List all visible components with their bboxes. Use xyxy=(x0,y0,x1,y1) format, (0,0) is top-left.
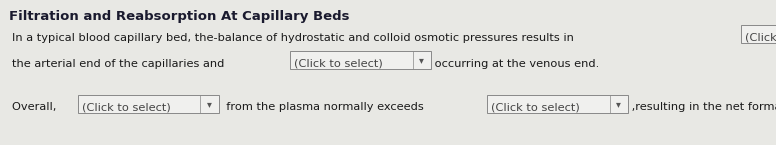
Bar xyxy=(78,95,219,113)
Bar xyxy=(290,51,431,69)
Text: Filtration and Reabsorption At Capillary Beds: Filtration and Reabsorption At Capillary… xyxy=(9,10,350,23)
Bar xyxy=(741,25,776,43)
Text: ,resulting in the net formation of tissue fluid.: ,resulting in the net formation of tissu… xyxy=(628,102,776,112)
Text: the arterial end of the capillaries and: the arterial end of the capillaries and xyxy=(12,59,227,69)
Bar xyxy=(487,95,628,113)
Text: ▾: ▾ xyxy=(616,99,621,109)
Text: (Click to select): (Click to select) xyxy=(745,33,776,43)
Text: (Click to select): (Click to select) xyxy=(82,102,171,112)
Text: occurring at the venous end.: occurring at the venous end. xyxy=(431,59,599,69)
Text: from the plasma normally exceeds: from the plasma normally exceeds xyxy=(219,102,427,112)
Text: Overall,: Overall, xyxy=(12,102,63,112)
Text: (Click to select): (Click to select) xyxy=(294,59,383,69)
Text: ▾: ▾ xyxy=(419,55,424,65)
Text: (Click to select): (Click to select) xyxy=(491,102,580,112)
Text: In a typical blood capillary bed, the-balance of hydrostatic and colloid osmotic: In a typical blood capillary bed, the-ba… xyxy=(12,33,577,43)
Text: ▾: ▾ xyxy=(207,99,212,109)
